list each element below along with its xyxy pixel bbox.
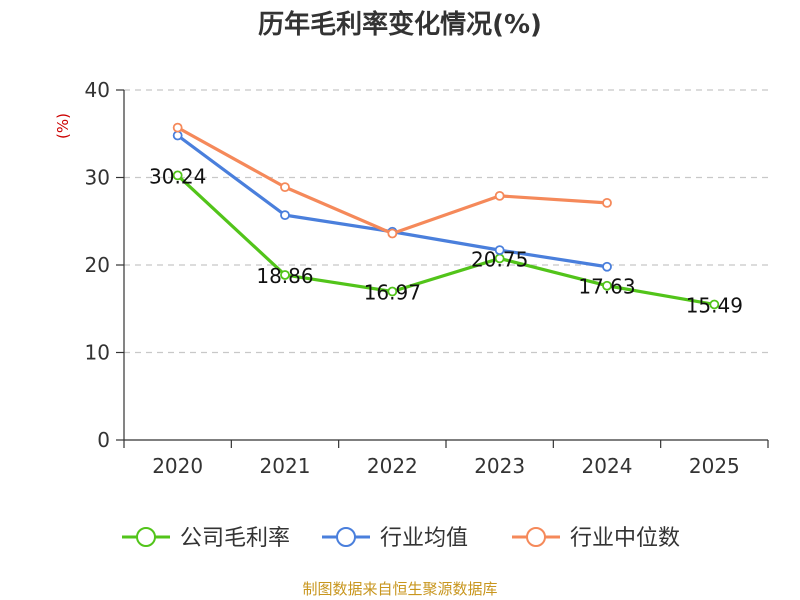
x-tick-label: 2023 <box>474 454 525 478</box>
data-point <box>280 182 290 193</box>
data-label: 20.75 <box>471 247 528 271</box>
data-source-note: 制图数据来自恒生聚源数据库 <box>302 580 497 598</box>
legend-label: 行业均值 <box>380 526 468 551</box>
series-line-2 <box>176 133 609 269</box>
data-point <box>602 261 612 272</box>
data-point <box>172 170 183 181</box>
data-point <box>387 228 398 239</box>
legend-label: 公司毛利率 <box>180 526 290 551</box>
data-point <box>494 190 505 201</box>
series-line-3 <box>176 126 609 236</box>
y-axis-label: (%) <box>54 113 72 139</box>
y-tick-label: 20 <box>85 253 110 277</box>
x-tick-label: 2021 <box>260 454 311 478</box>
data-label: 18.86 <box>256 264 313 288</box>
y-tick-label: 0 <box>97 428 110 452</box>
x-tick-label: 2025 <box>689 454 740 478</box>
data-label: 30.24 <box>149 164 206 188</box>
data-point <box>387 286 398 297</box>
data-point <box>709 299 720 310</box>
data-label: 16.97 <box>364 281 421 305</box>
y-tick-label: 10 <box>85 341 110 365</box>
data-point <box>602 197 612 208</box>
legend-marker <box>336 527 356 547</box>
x-tick-label: 2024 <box>582 454 633 478</box>
chart-title: 历年毛利率变化情况(%) <box>258 9 542 40</box>
data-point <box>280 270 290 280</box>
legend-marker <box>136 527 156 547</box>
y-tick-label: 30 <box>85 166 110 190</box>
y-tick-label: 40 <box>85 78 110 102</box>
series-line-1 <box>176 173 716 307</box>
data-point <box>494 245 505 256</box>
data-point <box>172 130 183 141</box>
x-tick-label: 2020 <box>152 454 203 478</box>
data-point <box>172 122 183 133</box>
x-tick-label: 2022 <box>367 454 418 478</box>
data-point <box>280 210 290 221</box>
data-label: 17.63 <box>578 275 635 299</box>
data-point <box>602 280 612 291</box>
legend-label: 行业中位数 <box>570 526 680 551</box>
legend-marker <box>526 527 546 547</box>
data-label: 15.49 <box>686 293 743 317</box>
